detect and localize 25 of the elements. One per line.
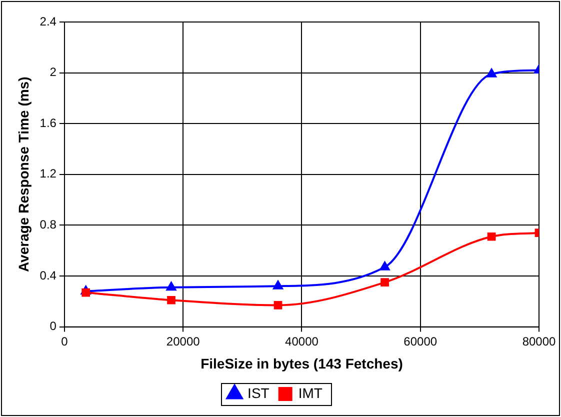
y-tick-label: 1.2 bbox=[40, 166, 57, 181]
legend-label: IST bbox=[248, 384, 270, 401]
point bbox=[380, 278, 389, 287]
x-tick-label: 60000 bbox=[404, 334, 438, 348]
x-tick-label: 0 bbox=[61, 334, 68, 348]
y-tick-label: 0.4 bbox=[40, 268, 57, 282]
x-axis-title: FileSize in bytes (143 Fetches) bbox=[200, 355, 403, 372]
x-tick-label: 80000 bbox=[522, 334, 556, 348]
point bbox=[487, 232, 496, 241]
x-tick-label: 20000 bbox=[166, 334, 200, 348]
x-tick-label: 40000 bbox=[285, 334, 319, 348]
y-tick-label: 1.6 bbox=[40, 116, 57, 130]
point bbox=[167, 296, 176, 304]
point bbox=[273, 280, 283, 290]
point bbox=[380, 262, 390, 270]
y-tick-label: 2 bbox=[50, 65, 57, 80]
point bbox=[166, 282, 176, 291]
y-axis-title: Average Response Time (ms) bbox=[15, 76, 32, 272]
point bbox=[274, 301, 282, 310]
y-tick-label: 2.4 bbox=[40, 14, 57, 28]
legend-label: IMT bbox=[298, 384, 323, 401]
y-tick-label: 0 bbox=[50, 319, 57, 334]
point bbox=[486, 68, 496, 78]
y-tick-label: 0.8 bbox=[40, 218, 57, 232]
point bbox=[82, 288, 90, 297]
